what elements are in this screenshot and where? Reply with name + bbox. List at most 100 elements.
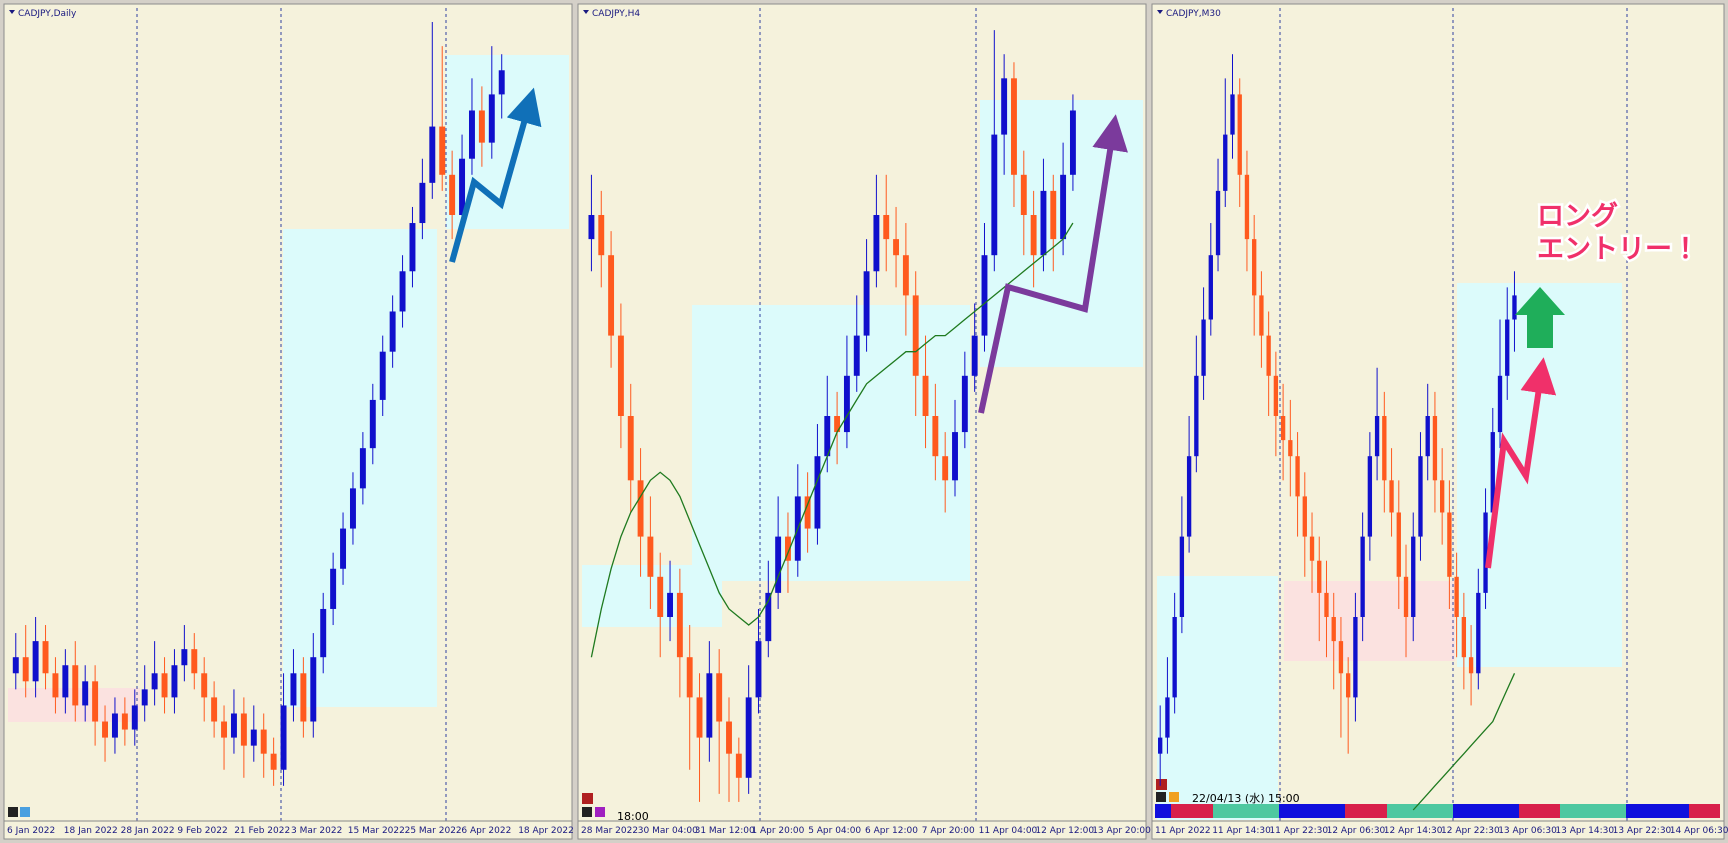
candle-body (1280, 416, 1286, 441)
x-tick-label: 12 Apr 14:30 (1384, 826, 1443, 836)
x-tick-label: 18 Jan 2022 (64, 826, 118, 836)
candle-body (478, 110, 485, 143)
x-tick-label: 13 Apr 20:00 (1092, 826, 1151, 836)
candle-body (379, 351, 386, 400)
trend-arrow (1485, 357, 1557, 569)
zone (1284, 581, 1455, 661)
candle-body (637, 480, 644, 537)
candle-body (1324, 592, 1329, 617)
candle-body (1403, 576, 1409, 617)
menu-triangle (1157, 10, 1163, 14)
x-tick-label: 11 Apr 22:30 (1269, 826, 1328, 836)
candle-body (419, 182, 426, 224)
candle-body (843, 375, 850, 433)
menu-triangle (583, 10, 589, 14)
candle-body (151, 673, 158, 690)
candle-body (902, 255, 909, 296)
candle-body (961, 375, 968, 433)
candle-body (1172, 617, 1177, 698)
candle-body (942, 456, 949, 481)
candle-body (498, 70, 505, 95)
candle-body (260, 729, 267, 754)
zone (692, 305, 970, 581)
candle-body (12, 657, 19, 674)
candle-body (1317, 560, 1322, 593)
candle-body (1165, 697, 1170, 738)
candle-body (873, 215, 880, 272)
candle-body (922, 375, 929, 416)
annotation: ロング (1537, 200, 1618, 232)
candle-body (1309, 536, 1315, 561)
candle-body (181, 649, 188, 666)
candle-body (932, 416, 939, 457)
x-tick-label: 11 Apr 2022 (1155, 826, 1211, 836)
entry-arrow (1515, 287, 1565, 348)
candle-body (52, 673, 59, 698)
candle-body (1432, 416, 1438, 481)
candle-body (201, 673, 208, 698)
candle-body (270, 753, 277, 770)
candle-body (1001, 78, 1008, 135)
candle-body (62, 665, 69, 698)
candle-body (1512, 295, 1517, 320)
candle-body (409, 223, 416, 272)
x-tick-label: 12 Apr 06:30 (1327, 826, 1386, 836)
background-layer (3, 3, 1725, 840)
candle-body (1266, 335, 1271, 376)
x-tick-label: 21 Feb 2022 (234, 826, 290, 836)
candle-body (1483, 512, 1488, 593)
x-tick-label: 25 Mar 2022 (405, 826, 462, 836)
candle-body (991, 134, 998, 256)
candle-body (280, 705, 287, 770)
x-tick-label: 6 Apr 2022 (461, 826, 511, 836)
candle-body (1050, 190, 1057, 240)
candle-body (1367, 456, 1373, 537)
candle-body (439, 126, 446, 175)
candle-body (1179, 536, 1185, 617)
candle-body (1252, 239, 1257, 296)
candle-body (676, 592, 683, 658)
candle-body (349, 488, 356, 529)
x-tick-label: 14 Apr 06:30 (1670, 826, 1728, 836)
x-tick-label: 12 Apr 12:00 (1035, 826, 1094, 836)
candle-body (588, 215, 595, 240)
candle-body (32, 641, 39, 682)
candle-body (1295, 456, 1300, 497)
candle-body (1020, 174, 1027, 215)
candle-body (1439, 480, 1445, 513)
candle-body (449, 174, 456, 215)
candle-body (389, 311, 396, 352)
candle-body (488, 94, 495, 143)
x-tick-label: 13 Apr 22:30 (1613, 826, 1672, 836)
x-tick-label: 5 Apr 04:00 (808, 826, 861, 836)
candle-body (598, 215, 605, 256)
candle-body (814, 456, 821, 529)
candle-body (1040, 190, 1047, 256)
candle-body (161, 673, 168, 698)
candle-body (1186, 456, 1192, 537)
candle-body (211, 697, 218, 722)
candle-body (647, 536, 654, 577)
candle-body (912, 295, 919, 376)
candle-body (171, 665, 178, 698)
x-tick-label: 1 Apr 20:00 (751, 826, 804, 836)
candle-body (111, 713, 118, 738)
candle-body (785, 536, 791, 561)
trend-arrow (978, 114, 1128, 414)
candle-body (1158, 737, 1163, 754)
candle-body (745, 697, 752, 778)
candle-body (42, 641, 49, 674)
candle-body (1208, 255, 1213, 320)
candle-body (696, 697, 703, 738)
x-tick-label: 6 Apr 12:00 (865, 826, 918, 836)
candle-body (22, 657, 29, 682)
candle-body (290, 673, 297, 706)
x-tick-label: 30 Mar 04:00 (638, 826, 698, 836)
candle-body (191, 649, 198, 674)
x-tick-label: 28 Mar 2022 (581, 826, 638, 836)
candle-body (726, 721, 732, 754)
candle-body (971, 335, 978, 376)
